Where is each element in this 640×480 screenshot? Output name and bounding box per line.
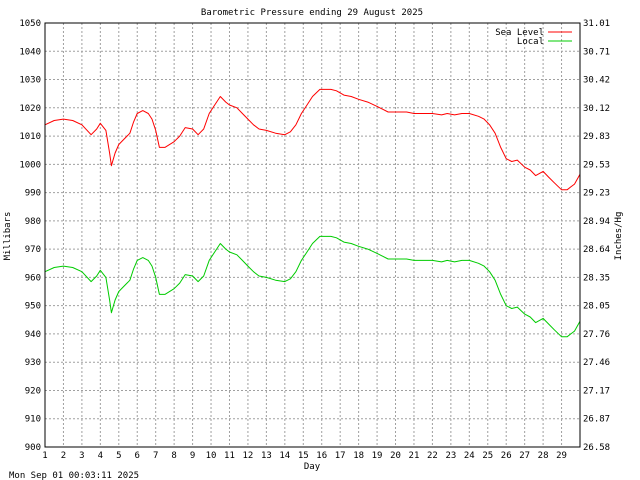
x-tick-label: 29 [556, 451, 567, 461]
x-tick-label: 11 [224, 451, 235, 461]
legend-label-sea-level: Sea Level [495, 28, 544, 38]
x-tick-label: 15 [298, 451, 309, 461]
x-tick-label: 14 [279, 451, 290, 461]
y2-tick-label: 29.83 [583, 132, 610, 142]
y2-tick-label: 28.35 [583, 273, 610, 283]
y-tick-label: 940 [25, 330, 41, 340]
y-tick-label: 1010 [19, 132, 41, 142]
chart-title: Barometric Pressure ending 29 August 202… [201, 8, 423, 18]
legend: Sea Level Local [495, 28, 572, 47]
x-tick-label: 19 [372, 451, 383, 461]
x-tick-label: 12 [243, 451, 254, 461]
y-tick-label: 1050 [19, 19, 41, 29]
x-tick-label: 9 [190, 451, 195, 461]
grid-lines [45, 23, 580, 447]
y2-tick-label: 29.53 [583, 160, 610, 170]
y-tick-label: 930 [25, 358, 41, 368]
x-tick-label: 5 [116, 451, 121, 461]
x-tick-label: 2 [61, 451, 66, 461]
y-axis-ticks-millibars: 900 910 920 930 940 950 960 970 980 990 1000 1010 10… [19, 19, 41, 453]
x-tick-label: 23 [445, 451, 456, 461]
y2-tick-label: 30.42 [583, 76, 610, 86]
y2-tick-label: 30.71 [583, 47, 610, 57]
series-line-sea-level [44, 88, 581, 191]
plot-frame [44, 22, 581, 448]
x-tick-label: 28 [538, 451, 549, 461]
x-axis-label-day: Day [304, 462, 321, 472]
y2-tick-label: 30.12 [583, 104, 610, 114]
x-tick-label: 17 [335, 451, 346, 461]
x-tick-label: 26 [501, 451, 512, 461]
x-tick-label: 8 [171, 451, 176, 461]
y-tick-label: 970 [25, 245, 41, 255]
y-axis-label-millibars: Millibars [3, 212, 13, 261]
y2-tick-label: 28.64 [583, 245, 610, 255]
x-tick-label: 20 [390, 451, 401, 461]
y-tick-label: 990 [25, 189, 41, 199]
y2-tick-label: 27.76 [583, 330, 610, 340]
y-tick-label: 950 [25, 302, 41, 312]
x-tick-label: 27 [519, 451, 530, 461]
y-tick-label: 900 [25, 443, 41, 453]
x-axis-ticks-day: 1 2 3 4 5 6 7 8 9 10 11 12 13 14 15 16 17 18 19 20 21 22 23 24 2… [42, 451, 567, 461]
y-tick-label: 1040 [19, 47, 41, 57]
series-line-local [44, 235, 581, 338]
y-tick-label: 980 [25, 217, 41, 227]
x-tick-label: 21 [409, 451, 420, 461]
x-tick-label: 16 [316, 451, 327, 461]
y-axis-label-inches-hg: Inches/Hg [614, 212, 624, 261]
x-tick-label: 13 [261, 451, 272, 461]
y-tick-label: 960 [25, 273, 41, 283]
x-tick-label: 18 [353, 451, 364, 461]
x-tick-label: 25 [482, 451, 493, 461]
x-tick-label: 1 [42, 451, 47, 461]
y2-tick-label: 28.05 [583, 302, 610, 312]
y2-tick-label: 26.58 [583, 443, 610, 453]
y-tick-label: 1030 [19, 76, 41, 86]
legend-label-local: Local [517, 37, 544, 47]
x-tick-label: 7 [153, 451, 158, 461]
y2-tick-label: 27.46 [583, 358, 610, 368]
x-tick-label: 22 [427, 451, 438, 461]
y2-tick-label: 29.23 [583, 189, 610, 199]
x-tick-label: 10 [206, 451, 217, 461]
y2-tick-label: 27.17 [583, 386, 610, 396]
y2-tick-label: 28.94 [583, 217, 610, 227]
x-tick-label: 3 [79, 451, 84, 461]
x-tick-label: 24 [464, 451, 475, 461]
timestamp-footer: Mon Sep 01 00:03:11 2025 [9, 471, 139, 480]
y-tick-label: 920 [25, 386, 41, 396]
data-series [44, 88, 581, 338]
y2-tick-label: 26.87 [583, 415, 610, 425]
y2-tick-label: 31.01 [583, 19, 610, 29]
y-tick-label: 1020 [19, 104, 41, 114]
y-axis-ticks-inches-hg: 26.58 26.87 27.17 27.46 27.76 28.05 28.35 28.64… [583, 19, 610, 453]
y-tick-label: 910 [25, 415, 41, 425]
x-tick-label: 6 [135, 451, 140, 461]
y-tick-label: 1000 [19, 160, 41, 170]
x-tick-label: 4 [98, 451, 103, 461]
